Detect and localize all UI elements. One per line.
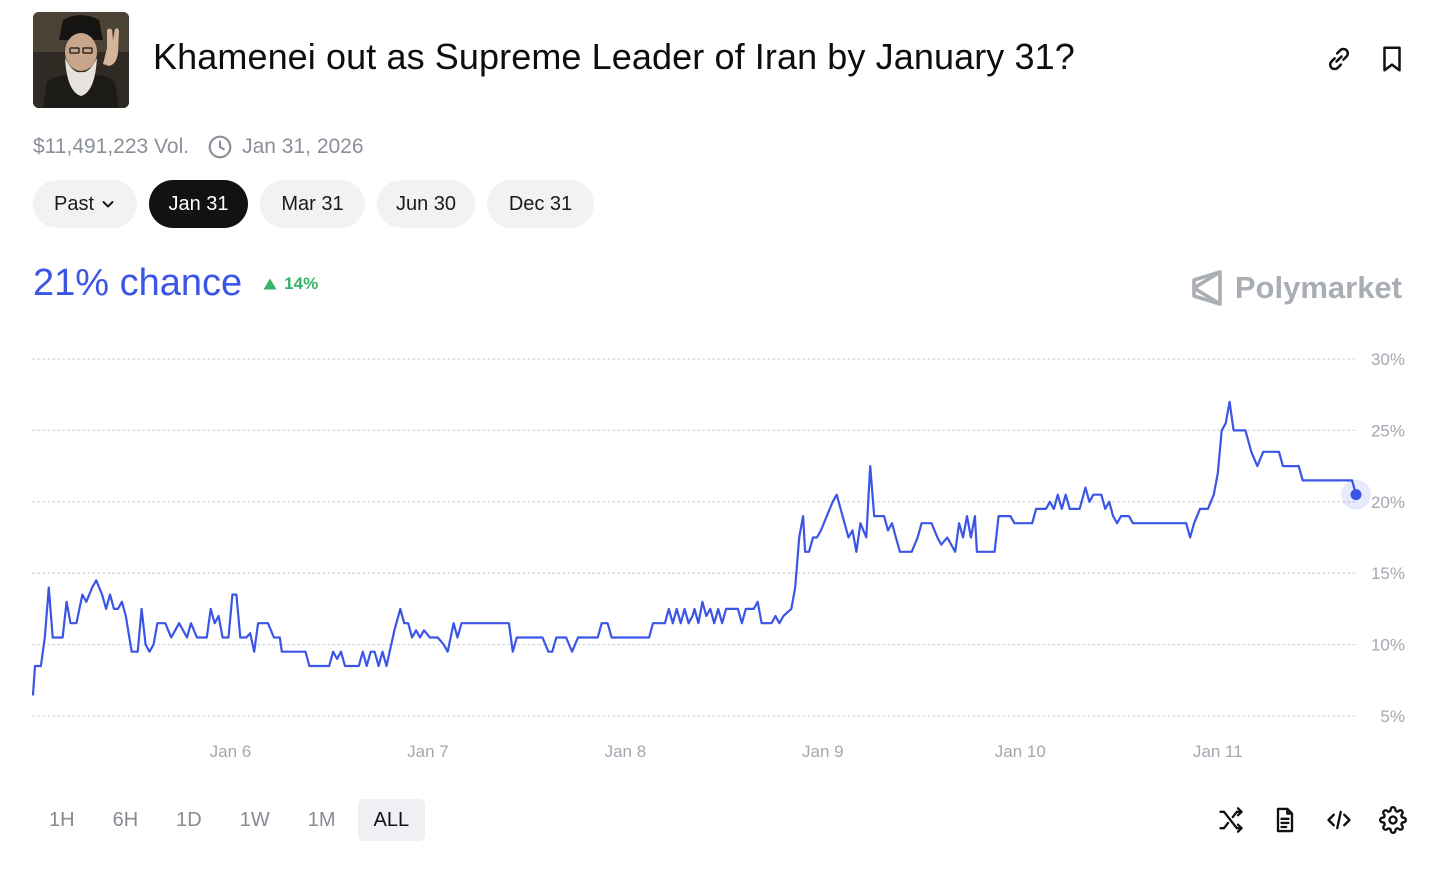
y-tick-label: 5% xyxy=(1380,707,1405,726)
range-label: 1D xyxy=(176,808,202,831)
range-1d[interactable]: 1D xyxy=(160,799,218,841)
x-tick-label: Jan 7 xyxy=(407,742,449,761)
brand-name: Polymarket xyxy=(1234,270,1402,305)
range-1m[interactable]: 1M xyxy=(292,799,352,841)
market-title: Khamenei out as Supreme Leader of Iran b… xyxy=(153,36,1075,77)
settings-gear-icon[interactable] xyxy=(1379,806,1407,834)
y-tick-label: 15% xyxy=(1371,564,1405,583)
y-tick-label: 10% xyxy=(1371,636,1405,655)
triangle-up-icon xyxy=(263,278,277,289)
range-6h[interactable]: 6H xyxy=(97,799,155,841)
range-all[interactable]: ALL xyxy=(357,799,426,841)
polymarket-logo-icon xyxy=(1192,270,1222,306)
chart-tools xyxy=(1217,806,1407,834)
clock-icon xyxy=(208,135,232,159)
tab-label: Past xyxy=(53,192,95,215)
chance-delta: 14% xyxy=(262,274,318,294)
tab-label: Jan 31 xyxy=(168,192,229,215)
current-point[interactable] xyxy=(1350,489,1362,501)
x-tick-label: Jan 10 xyxy=(995,742,1046,761)
embed-code-icon[interactable] xyxy=(1325,806,1353,834)
tab-label: Dec 31 xyxy=(508,192,573,215)
x-tick-label: Jan 8 xyxy=(605,742,647,761)
y-tick-label: 25% xyxy=(1371,421,1405,440)
tab-jan-31[interactable]: Jan 31 xyxy=(149,180,248,228)
tab-label: Jun 30 xyxy=(395,192,457,215)
end-date-text: Jan 31, 2026 xyxy=(242,135,364,158)
tab-past[interactable]: Past xyxy=(33,180,137,228)
range-label: 1W xyxy=(239,808,270,831)
tab-dec-31[interactable]: Dec 31 xyxy=(487,180,594,228)
tab-jun-30[interactable]: Jun 30 xyxy=(377,180,475,228)
range-1h[interactable]: 1H xyxy=(33,799,91,841)
series-line xyxy=(31,400,1358,696)
date-tabs: Past Jan 31 Mar 31 Jun 30 Dec 31 xyxy=(33,180,594,228)
x-axis: Jan 6 Jan 7 Jan 8 Jan 9 Jan 10 Jan 11 xyxy=(210,742,1243,761)
range-label: 1H xyxy=(49,808,75,831)
y-axis: 30% 25% 20% 15% 10% 5% xyxy=(1371,350,1405,726)
range-1w[interactable]: 1W xyxy=(224,799,286,841)
price-chart[interactable]: 30%25%20%15%10%5% Jan 6 Jan 7 Jan 8 Jan 9 Ja… xyxy=(0,330,1433,770)
chart-grid xyxy=(32,358,1357,717)
chance-value: 21% chance xyxy=(33,262,243,304)
link-icon[interactable] xyxy=(1324,44,1354,74)
range-label: 6H xyxy=(112,808,139,831)
time-range-tabs: 1H 6H 1D 1W 1M ALL xyxy=(33,799,426,841)
document-icon[interactable] xyxy=(1271,806,1299,834)
tab-mar-31[interactable]: Mar 31 xyxy=(260,180,365,228)
polymarket-logo: Polymarket xyxy=(1189,268,1402,308)
market-meta: $11,491,223 Vol. Jan 31, 2026 xyxy=(33,134,364,160)
shuffle-icon[interactable] xyxy=(1217,806,1245,834)
chevron-down-icon xyxy=(102,201,114,208)
volume-text: $11,491,223 Vol. xyxy=(33,135,190,158)
x-tick-label: Jan 9 xyxy=(802,742,844,761)
tab-label: Mar 31 xyxy=(281,192,344,215)
chart-series xyxy=(31,400,1371,696)
x-tick-label: Jan 6 xyxy=(210,742,252,761)
market-thumbnail xyxy=(33,12,129,108)
range-label: 1M xyxy=(307,808,336,831)
chance-delta-value: 14% xyxy=(284,273,319,293)
chance-summary: 21% chance 14% xyxy=(33,262,318,305)
x-tick-label: Jan 11 xyxy=(1193,742,1243,761)
range-label: ALL xyxy=(373,808,410,831)
market-image xyxy=(33,12,129,108)
bookmark-icon[interactable] xyxy=(1377,44,1407,74)
y-tick-label: 30% xyxy=(1371,350,1405,369)
y-tick-label: 20% xyxy=(1371,493,1405,512)
